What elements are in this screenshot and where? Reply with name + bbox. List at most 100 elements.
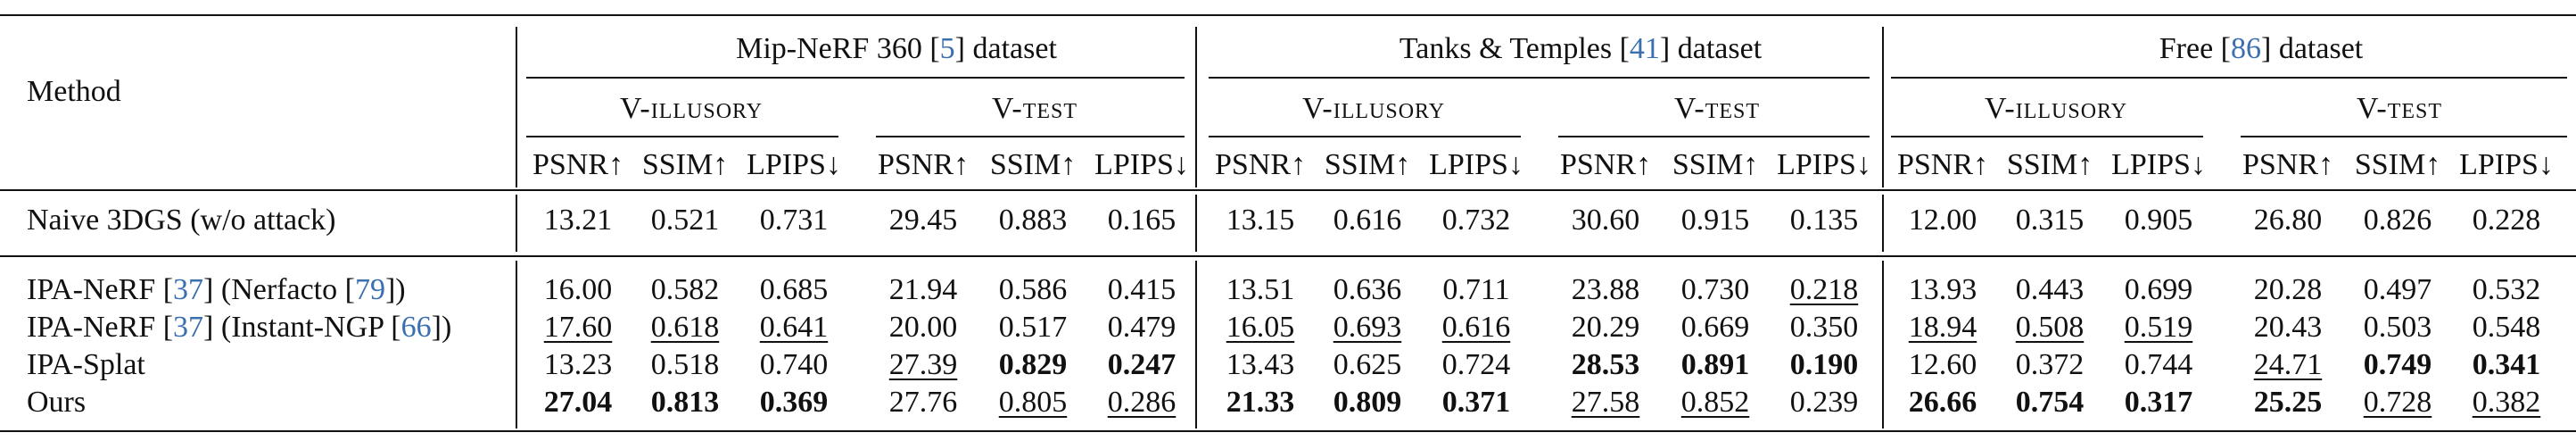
table-cell: 20.43	[2253, 311, 2323, 344]
table-cell: 0.532	[2472, 273, 2541, 306]
row-label: IPA-NeRF [37] (Nerfacto [79])	[27, 275, 406, 305]
table-cell: 0.732	[1441, 204, 1511, 237]
metric-header: PSNR↑	[1896, 148, 1989, 181]
citation-link[interactable]: 41	[1629, 32, 1660, 65]
row-label-text: ])	[431, 311, 452, 344]
bottom-rule	[0, 430, 2576, 432]
table-cell: 0.218	[1789, 273, 1859, 306]
table-cell: 0.517	[998, 311, 1068, 344]
table-cell: 21.33	[1226, 386, 1295, 419]
metric-header: PSNR↑	[532, 148, 624, 181]
table-cell: 0.443	[2015, 273, 2085, 306]
table-cell: 0.497	[2363, 273, 2432, 306]
group-header: V-illusory	[1301, 92, 1446, 125]
table-cell: 0.744	[2124, 348, 2193, 381]
table-cell: 30.60	[1571, 204, 1640, 237]
table-cell: 20.29	[1571, 311, 1640, 344]
table-cell: 0.315	[2015, 204, 2085, 237]
group-underline	[1558, 136, 1870, 137]
metric-header: LPIPS↓	[747, 148, 841, 181]
dataset-header: Tanks & Temples [41] dataset	[1399, 34, 1762, 64]
table-cell: 0.518	[650, 348, 720, 381]
table-cell: 0.636	[1333, 273, 1402, 306]
table-cell: 0.641	[759, 311, 829, 344]
table-cell: 12.60	[1908, 348, 1977, 381]
citation-link[interactable]: 86	[2231, 32, 2262, 65]
table-cell: 0.228	[2472, 204, 2541, 237]
vertical-rule-row	[1195, 195, 1197, 252]
citation-link[interactable]: 37	[173, 273, 204, 306]
table-cell: 0.826	[2363, 204, 2432, 237]
row-label-text: ] (Instant-NGP [	[203, 311, 401, 344]
group-header: V-test	[1673, 92, 1761, 125]
top-rule	[0, 14, 2576, 16]
row-label-text: Naive 3DGS (w/o attack)	[27, 204, 336, 237]
table-cell: 0.728	[2363, 386, 2432, 419]
group-underline	[876, 136, 1185, 137]
metric-header: LPIPS↓	[1429, 148, 1523, 181]
dataset-underline	[1209, 77, 1870, 79]
metric-header: LPIPS↓	[1094, 148, 1189, 181]
table-cell: 25.25	[2253, 386, 2323, 419]
method-header: Method	[27, 75, 121, 108]
table-cell: 0.317	[2124, 386, 2193, 419]
metric-header: SSIM↑	[1324, 148, 1411, 181]
table-cell: 0.479	[1107, 311, 1177, 344]
citation-link[interactable]: 79	[354, 273, 385, 306]
group-underline	[1209, 136, 1521, 137]
table-cell: 0.415	[1107, 273, 1177, 306]
dataset-suffix: ] dataset	[1659, 32, 1763, 65]
citation-link[interactable]: 5	[939, 32, 955, 65]
group-header: V-test	[2356, 92, 2443, 125]
table-cell: 12.00	[1908, 204, 1977, 237]
row-label-text: ] (Nerfacto [	[203, 273, 355, 306]
citation-link[interactable]: 37	[173, 311, 204, 344]
row-label-text: IPA-NeRF [	[27, 273, 174, 306]
metric-header: PSNR↑	[1214, 148, 1307, 181]
table-cell: 0.883	[998, 204, 1068, 237]
row-label: Naive 3DGS (w/o attack)	[27, 205, 336, 236]
table-cell: 20.00	[888, 311, 958, 344]
vertical-rule-row	[1882, 195, 1884, 252]
dataset-header: Mip-NeRF 360 [5] dataset	[736, 34, 1057, 64]
table-cell: 0.749	[2363, 348, 2432, 381]
group-header: V-illusory	[619, 92, 764, 125]
table-cell: 0.341	[2472, 348, 2541, 381]
table-cell: 27.58	[1571, 386, 1640, 419]
dataset-name: Tanks & Temples [	[1399, 32, 1630, 65]
group-underline	[1891, 136, 2203, 137]
table-cell: 0.586	[998, 273, 1068, 306]
table-cell: 0.740	[759, 348, 829, 381]
vertical-rule-body	[516, 261, 517, 429]
table-cell: 13.23	[543, 348, 613, 381]
table-cell: 0.519	[2124, 311, 2193, 344]
table-cell: 0.618	[650, 311, 720, 344]
table-cell: 23.88	[1571, 273, 1640, 306]
table-cell: 16.00	[543, 273, 613, 306]
row-label: IPA-NeRF [37] (Instant-NGP [66])	[27, 312, 451, 343]
table-cell: 0.616	[1441, 311, 1511, 344]
table-cell: 0.891	[1680, 348, 1750, 381]
table-cell: 0.616	[1333, 204, 1402, 237]
metric-header: LPIPS↓	[2111, 148, 2206, 181]
group-underline	[526, 136, 838, 137]
header-rule	[0, 189, 2576, 191]
table-cell: 16.05	[1226, 311, 1295, 344]
table-cell: 17.60	[543, 311, 613, 344]
citation-link[interactable]: 66	[400, 311, 432, 344]
vertical-rule-head	[1195, 27, 1197, 187]
row-label-text: ])	[384, 273, 406, 306]
table-cell: 13.21	[543, 204, 613, 237]
group-header: V-test	[991, 92, 1078, 125]
table-cell: 21.94	[888, 273, 958, 306]
table-cell: 0.286	[1107, 386, 1177, 419]
metric-header: LPIPS↓	[2459, 148, 2554, 181]
table-cell: 0.548	[2472, 311, 2541, 344]
table-cell: 0.350	[1789, 311, 1859, 344]
table-cell: 27.76	[888, 386, 958, 419]
table-cell: 0.905	[2124, 204, 2193, 237]
metric-header: LPIPS↓	[1777, 148, 1871, 181]
table-cell: 0.371	[1441, 386, 1511, 419]
dataset-suffix: ] dataset	[954, 32, 1057, 65]
table-cell: 0.582	[650, 273, 720, 306]
